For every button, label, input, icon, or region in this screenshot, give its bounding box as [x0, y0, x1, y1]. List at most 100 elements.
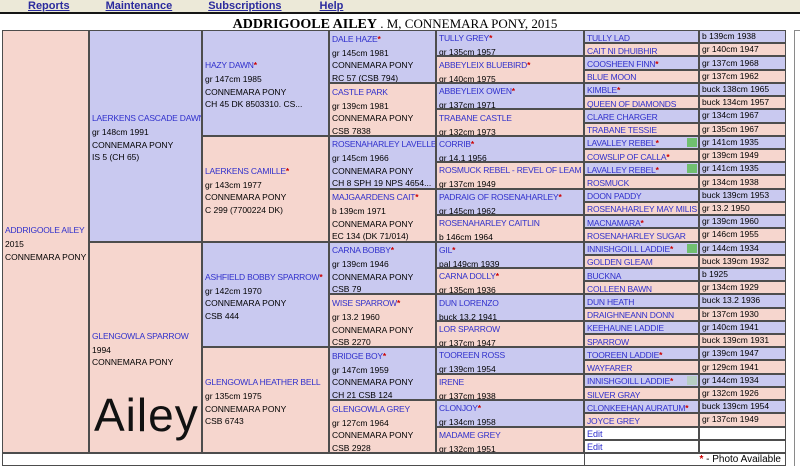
horse-detail: gr 139cm 1946: [332, 259, 389, 270]
generation-column-gen1: ADDRIGOOLE AILEY 2015 CONNEMARA PONY: [2, 30, 89, 453]
horse-name-link[interactable]: CARNA DOLLY: [439, 271, 496, 282]
menu-item-subscriptions[interactable]: Subscriptions: [208, 0, 282, 12]
horse-name-link[interactable]: DUN HEATH: [587, 296, 635, 307]
horse-name-link[interactable]: ASHFIELD BOBBY SPARROW: [205, 271, 320, 282]
horse-name-link[interactable]: ROSENAHARLEY MAY MILIS: [587, 204, 697, 215]
horse-name-link[interactable]: GLENGOWLA HEATHER BELL: [205, 377, 321, 388]
horse-name-link[interactable]: GIL: [439, 244, 453, 255]
horse-name-link[interactable]: MADAME GREY: [439, 429, 501, 440]
horse-detail: CH 21 CSB 124: [332, 389, 393, 400]
horse-name-link[interactable]: ABBEYLEIX BLUEBIRD: [439, 59, 528, 70]
horse-name-link[interactable]: CORRIB: [439, 138, 471, 149]
horse-name-link[interactable]: LAERKENS CAMILLE: [205, 165, 286, 176]
horse-name-link[interactable]: ROSMUCK: [587, 178, 630, 189]
horse-name-link[interactable]: WAYFARER: [587, 363, 633, 374]
horse-name-link[interactable]: MACNAMARA: [587, 217, 641, 228]
horse-name-link[interactable]: COWSLIP OF CALLA: [587, 151, 667, 162]
horse-name-link[interactable]: ADDRIGOOLE AILEY: [5, 225, 85, 235]
horse-name-link[interactable]: COLLEEN BAWN: [587, 283, 652, 294]
pedigree-cell: TULLY LAD: [584, 30, 699, 44]
horse-name-link[interactable]: WISE SPARROW: [332, 298, 397, 309]
menu-item-reports[interactable]: Reports: [28, 0, 70, 12]
pedigree-cell: TRABANE CASTLE gr 132cm 1973: [436, 109, 584, 136]
horse-name-link[interactable]: DALE HAZE: [332, 33, 378, 44]
horse-name-link[interactable]: TOOREEN ROSS: [439, 350, 505, 361]
horse-name-link[interactable]: LAVALLEY REBEL: [587, 138, 656, 149]
pedigree-cell: TRABANE TESSIE: [584, 122, 699, 136]
pedigree-cell: ROSENAHARLEY SUGAR: [584, 228, 699, 242]
horse-name-line: KEEHAUNE LADDIE: [587, 322, 696, 334]
edit-link[interactable]: Edit: [587, 429, 603, 440]
horse-name-link[interactable]: GOLDEN GLEAM: [587, 257, 653, 268]
pedigree-cell: CARNA DOLLY* gr 135cm 1936: [436, 267, 584, 295]
horse-name-line: DUN LORENZO: [439, 295, 581, 310]
pedigree-cell: DOON PADDY: [584, 188, 699, 202]
horse-name-link[interactable]: CLONJOY: [439, 403, 478, 414]
horse-name-link[interactable]: BRIDGE BOY: [332, 350, 383, 361]
horse-name-link[interactable]: PADRAIG OF ROSENAHARLEY: [439, 191, 559, 202]
menu-item-maintenance[interactable]: Maintenance: [105, 0, 173, 12]
horse-detail: gr 140cm 1941: [702, 321, 759, 332]
horse-name-link[interactable]: HAZY DAWN: [205, 60, 254, 71]
pedigree-cell: CLARE CHARGER: [584, 109, 699, 123]
horse-name-line: ASHFIELD BOBBY SPARROW*: [205, 267, 326, 285]
horse-name-link[interactable]: GLENGOWLA GREY: [332, 403, 410, 414]
menu-item-help[interactable]: Help: [319, 0, 344, 12]
horse-name-link[interactable]: BLUE MOON: [587, 72, 637, 83]
horse-name-link[interactable]: ABBEYLEIX OWEN: [439, 86, 512, 97]
horse-name-link[interactable]: TULLY GREY: [439, 33, 490, 44]
edit-link[interactable]: Edit: [587, 442, 603, 453]
horse-name-link[interactable]: LAERKENS CASCADE DAWN: [92, 113, 202, 123]
page-title: ADDRIGOOLE AILEY . M, CONNEMARA PONY, 20…: [0, 15, 790, 33]
horse-name-link[interactable]: DRAIGHNEANN DONN: [587, 310, 675, 321]
horse-name-link[interactable]: DOON PADDY: [587, 191, 642, 202]
horse-name-link[interactable]: INNISHGOILL LADDIE: [587, 376, 670, 387]
horse-detail: CSB 6743: [205, 416, 244, 427]
horse-name-link[interactable]: CAIT NI DHUIBHIR: [587, 45, 658, 56]
horse-name-line: TULLY LAD: [587, 31, 696, 43]
photo-available-star-icon: *: [670, 376, 674, 387]
horse-name-link[interactable]: TOOREEN LADDIE: [587, 349, 660, 360]
horse-name-line: ROSENAHARLEY CAITLIN: [439, 216, 581, 231]
horse-name-link[interactable]: IRENE: [439, 376, 464, 387]
horse-name-link[interactable]: CLONKEEHAN AURATUM: [587, 402, 686, 413]
horse-name-link[interactable]: ROSENAHARLEY LAVELLE: [332, 139, 436, 150]
horse-name-link[interactable]: COOSHEEN FINN: [587, 59, 656, 70]
horse-name-link[interactable]: BUCKNA: [587, 270, 622, 281]
horse-name-link[interactable]: GLENGOWLA SPARROW: [92, 330, 189, 341]
horse-detail: gr 145cm 1966: [332, 153, 389, 164]
horse-name-link[interactable]: CLARE CHARGER: [587, 111, 658, 122]
horse-name-link[interactable]: ROSMUCK REBEL - REVEL OF LEAM: [439, 165, 582, 176]
pedigree-cell: ADDRIGOOLE AILEY 2015 CONNEMARA PONY: [2, 30, 89, 453]
horse-name-line: CORRIB*: [439, 137, 581, 152]
horse-name-link[interactable]: MAJGAARDENS CAIT: [332, 192, 416, 203]
pedigree-cell: LOR SPARROW gr 137cm 1947: [436, 320, 584, 348]
pedigree-cell: DRAIGHNEANN DONN: [584, 307, 699, 321]
pedigree-cell: ROSENAHARLEY LAVELLE*gr 145cm 1966CONNEM…: [329, 135, 436, 189]
horse-name-line: ROSMUCK REBEL - REVEL OF LEAM: [439, 163, 582, 178]
horse-name-link[interactable]: KIMBLE: [587, 85, 617, 96]
horse-name-link[interactable]: TULLY LAD: [587, 32, 630, 43]
photo-available-star-icon: *: [558, 191, 562, 202]
horse-name-link[interactable]: INNISHGOILL LADDIE: [587, 244, 670, 255]
horse-name-link[interactable]: JOYCE GREY: [587, 415, 640, 426]
horse-name-link[interactable]: TRABANE CASTLE: [439, 112, 512, 123]
horse-name-link[interactable]: TRABANE TESSIE: [587, 125, 657, 136]
horse-name-link[interactable]: KEEHAUNE LADDIE: [587, 323, 664, 334]
horse-name-line: LAVALLEY REBEL*: [587, 163, 696, 175]
horse-name-link[interactable]: CASTLE PARK: [332, 86, 388, 97]
horse-name-link[interactable]: LAVALLEY REBEL: [587, 164, 656, 175]
horse-name-link[interactable]: LOR SPARROW: [439, 324, 500, 335]
pedigree-cell: Edit: [584, 439, 699, 453]
horse-name-link[interactable]: DUN LORENZO: [439, 297, 499, 308]
horse-name-link[interactable]: ROSENAHARLEY SUGAR: [587, 230, 686, 241]
horse-name-link[interactable]: ROSENAHARLEY CAITLIN: [439, 218, 540, 229]
photo-available-legend: * - Photo Available: [585, 453, 786, 466]
horse-name-link[interactable]: SILVER GRAY: [587, 389, 641, 400]
horse-name-link[interactable]: QUEEN OF DIAMONDS: [587, 98, 677, 109]
photo-available-star-icon: *: [382, 350, 387, 361]
horse-name-link[interactable]: CARNA BOBBY: [332, 245, 391, 256]
table-footer: * - Photo Available: [2, 453, 786, 466]
horse-name-link[interactable]: SPARROW: [587, 336, 629, 347]
horse-detail: b 1925: [702, 269, 728, 280]
